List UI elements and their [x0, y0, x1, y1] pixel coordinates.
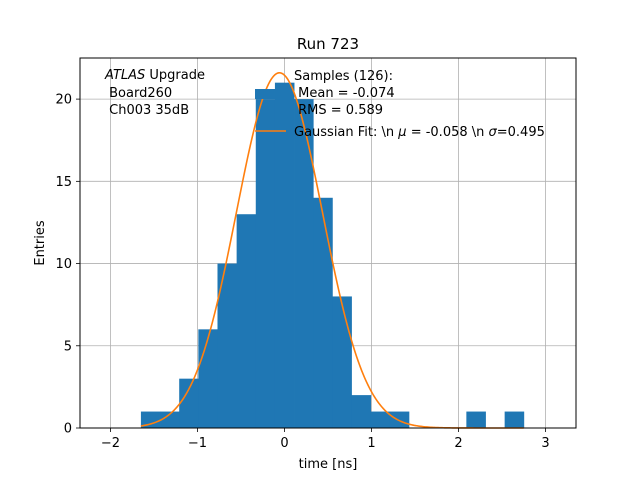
- histogram-bars: [140, 82, 525, 429]
- annotation-upgrade: Upgrade: [145, 68, 205, 83]
- x-tick-label: 1: [367, 436, 375, 451]
- y-axis-label: Entries: [33, 220, 48, 266]
- histogram-bar: [504, 411, 525, 428]
- legend-fit-label: Gaussian Fit: \n μ = -0.058 \n σ=0.495: [294, 125, 545, 140]
- y-tick-label: 5: [64, 339, 72, 354]
- legend-fit-sigma: σ: [489, 125, 498, 140]
- legend-fit-prefix: Gaussian Fit: \n: [294, 125, 398, 140]
- x-axis-ticks: −2 −1 0 1 2 3: [101, 428, 550, 451]
- y-tick-label: 10: [55, 257, 72, 272]
- atlas-annotation: ATLAS Upgrade Board260 Ch003 35dB: [104, 68, 205, 118]
- x-tick-label: −2: [101, 436, 120, 451]
- legend-fit-middle: = -0.058 \n: [407, 125, 489, 140]
- histogram-bar: [179, 378, 199, 428]
- histogram-bar: [236, 214, 257, 428]
- histogram-bar: [389, 411, 410, 428]
- legend-samples-swatch: [255, 89, 286, 99]
- annotation-line-1: ATLAS Upgrade: [104, 68, 205, 83]
- x-tick-label: −1: [188, 436, 207, 451]
- histogram-bar: [351, 395, 372, 428]
- histogram-bar: [332, 296, 352, 428]
- annotation-atlas: ATLAS: [104, 68, 145, 83]
- y-axis-ticks: 0 5 10 15 20: [55, 93, 80, 437]
- legend-fit-mu: μ: [397, 125, 406, 140]
- histogram-bar: [255, 99, 276, 428]
- histogram-bar: [466, 411, 486, 428]
- histogram-bar: [160, 411, 180, 428]
- legend-samples-line-3: RMS = 0.589: [294, 103, 383, 118]
- histogram-bar: [274, 82, 295, 429]
- y-tick-label: 15: [55, 175, 72, 190]
- legend-fit-suffix: =0.495: [497, 125, 545, 140]
- chart-title: Run 723: [297, 35, 359, 53]
- histogram-bar: [140, 411, 161, 428]
- x-axis-label: time [ns]: [299, 457, 358, 472]
- histogram-bar: [217, 263, 238, 428]
- y-tick-label: 0: [64, 422, 72, 437]
- plot-frame: [79, 57, 577, 429]
- x-tick-label: 3: [541, 436, 549, 451]
- x-tick-label: 2: [454, 436, 462, 451]
- x-tick-label: 0: [280, 436, 288, 451]
- annotation-line-2: Board260: [105, 86, 172, 101]
- legend-samples-line-2: Mean = -0.074: [294, 86, 395, 101]
- histogram-bar: [370, 411, 391, 428]
- histogram-bar: [198, 329, 218, 428]
- histogram-bar: [294, 99, 314, 428]
- histogram-bar: [313, 197, 333, 428]
- legend-samples-line-1: Samples (126):: [294, 69, 393, 84]
- legend: Samples (126): Mean = -0.074 RMS = 0.589…: [255, 69, 545, 140]
- annotation-line-3: Ch003 35dB: [105, 103, 189, 118]
- y-tick-label: 20: [55, 93, 72, 108]
